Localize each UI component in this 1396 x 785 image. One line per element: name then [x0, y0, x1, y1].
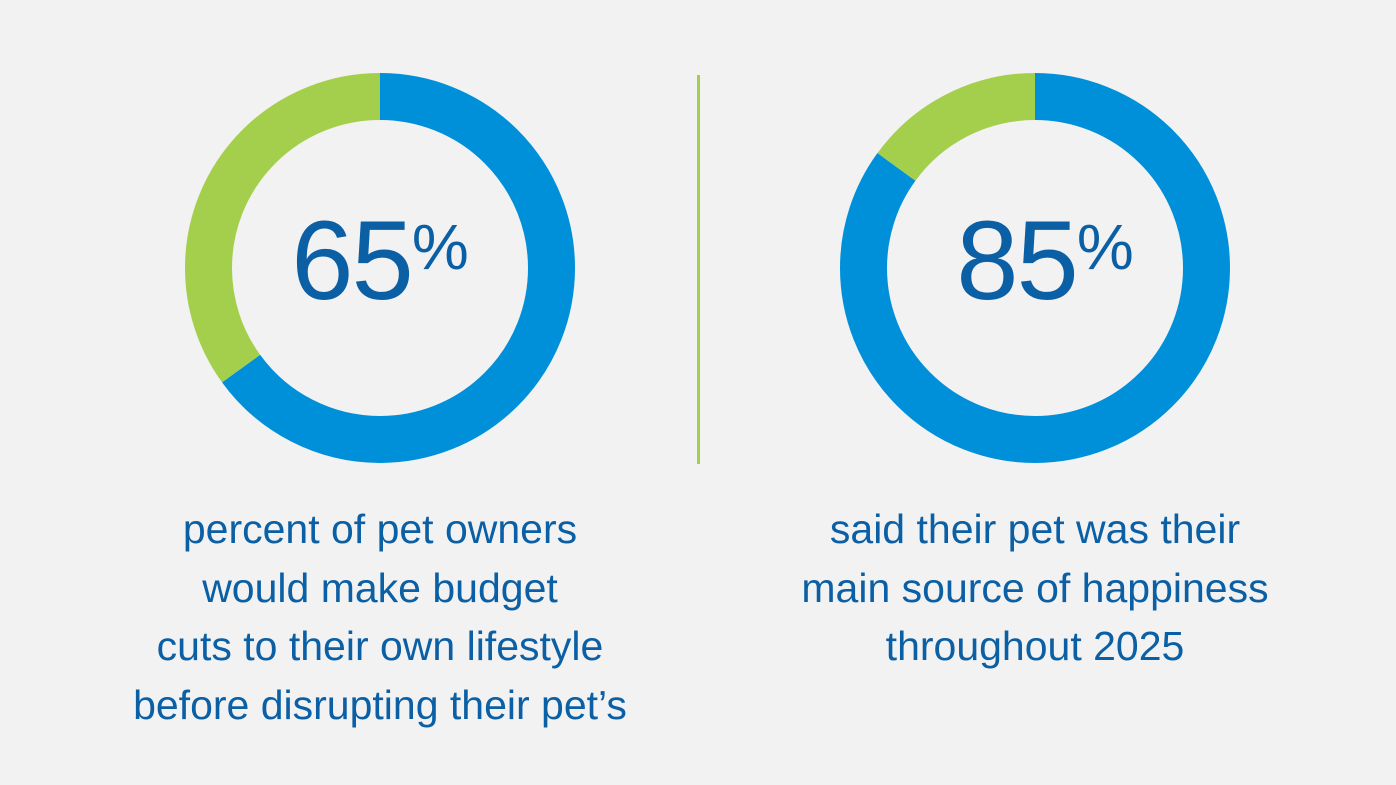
caption-line: would make budget [202, 564, 558, 611]
stat-number: 85 [956, 198, 1079, 323]
vertical-divider [697, 75, 700, 464]
percent-sign: % [1076, 211, 1134, 283]
donut-chart-pet-happiness [840, 73, 1230, 463]
caption-line: cuts to their own lifestyle [156, 623, 604, 669]
caption-line: percent of pet owners [182, 506, 578, 552]
caption-line: main source of happiness [801, 564, 1269, 611]
caption-left: percent of pet owners would make budget … [60, 500, 700, 734]
donut-slice-other [840, 73, 1230, 463]
stat-number: 65 [291, 198, 414, 323]
donut-slice-other [185, 73, 575, 463]
caption-right: said their pet was their main source of … [715, 500, 1355, 676]
caption-line: throughout 2025 [885, 623, 1185, 669]
stat-value-85: 85% [845, 205, 1245, 317]
caption-line: said their pet was their [829, 506, 1241, 552]
stat-value-65: 65% [180, 205, 580, 317]
percent-sign: % [411, 211, 469, 283]
donut-chart-pet-budget [185, 73, 575, 463]
caption-line: before disrupting their pet’s [133, 681, 627, 728]
